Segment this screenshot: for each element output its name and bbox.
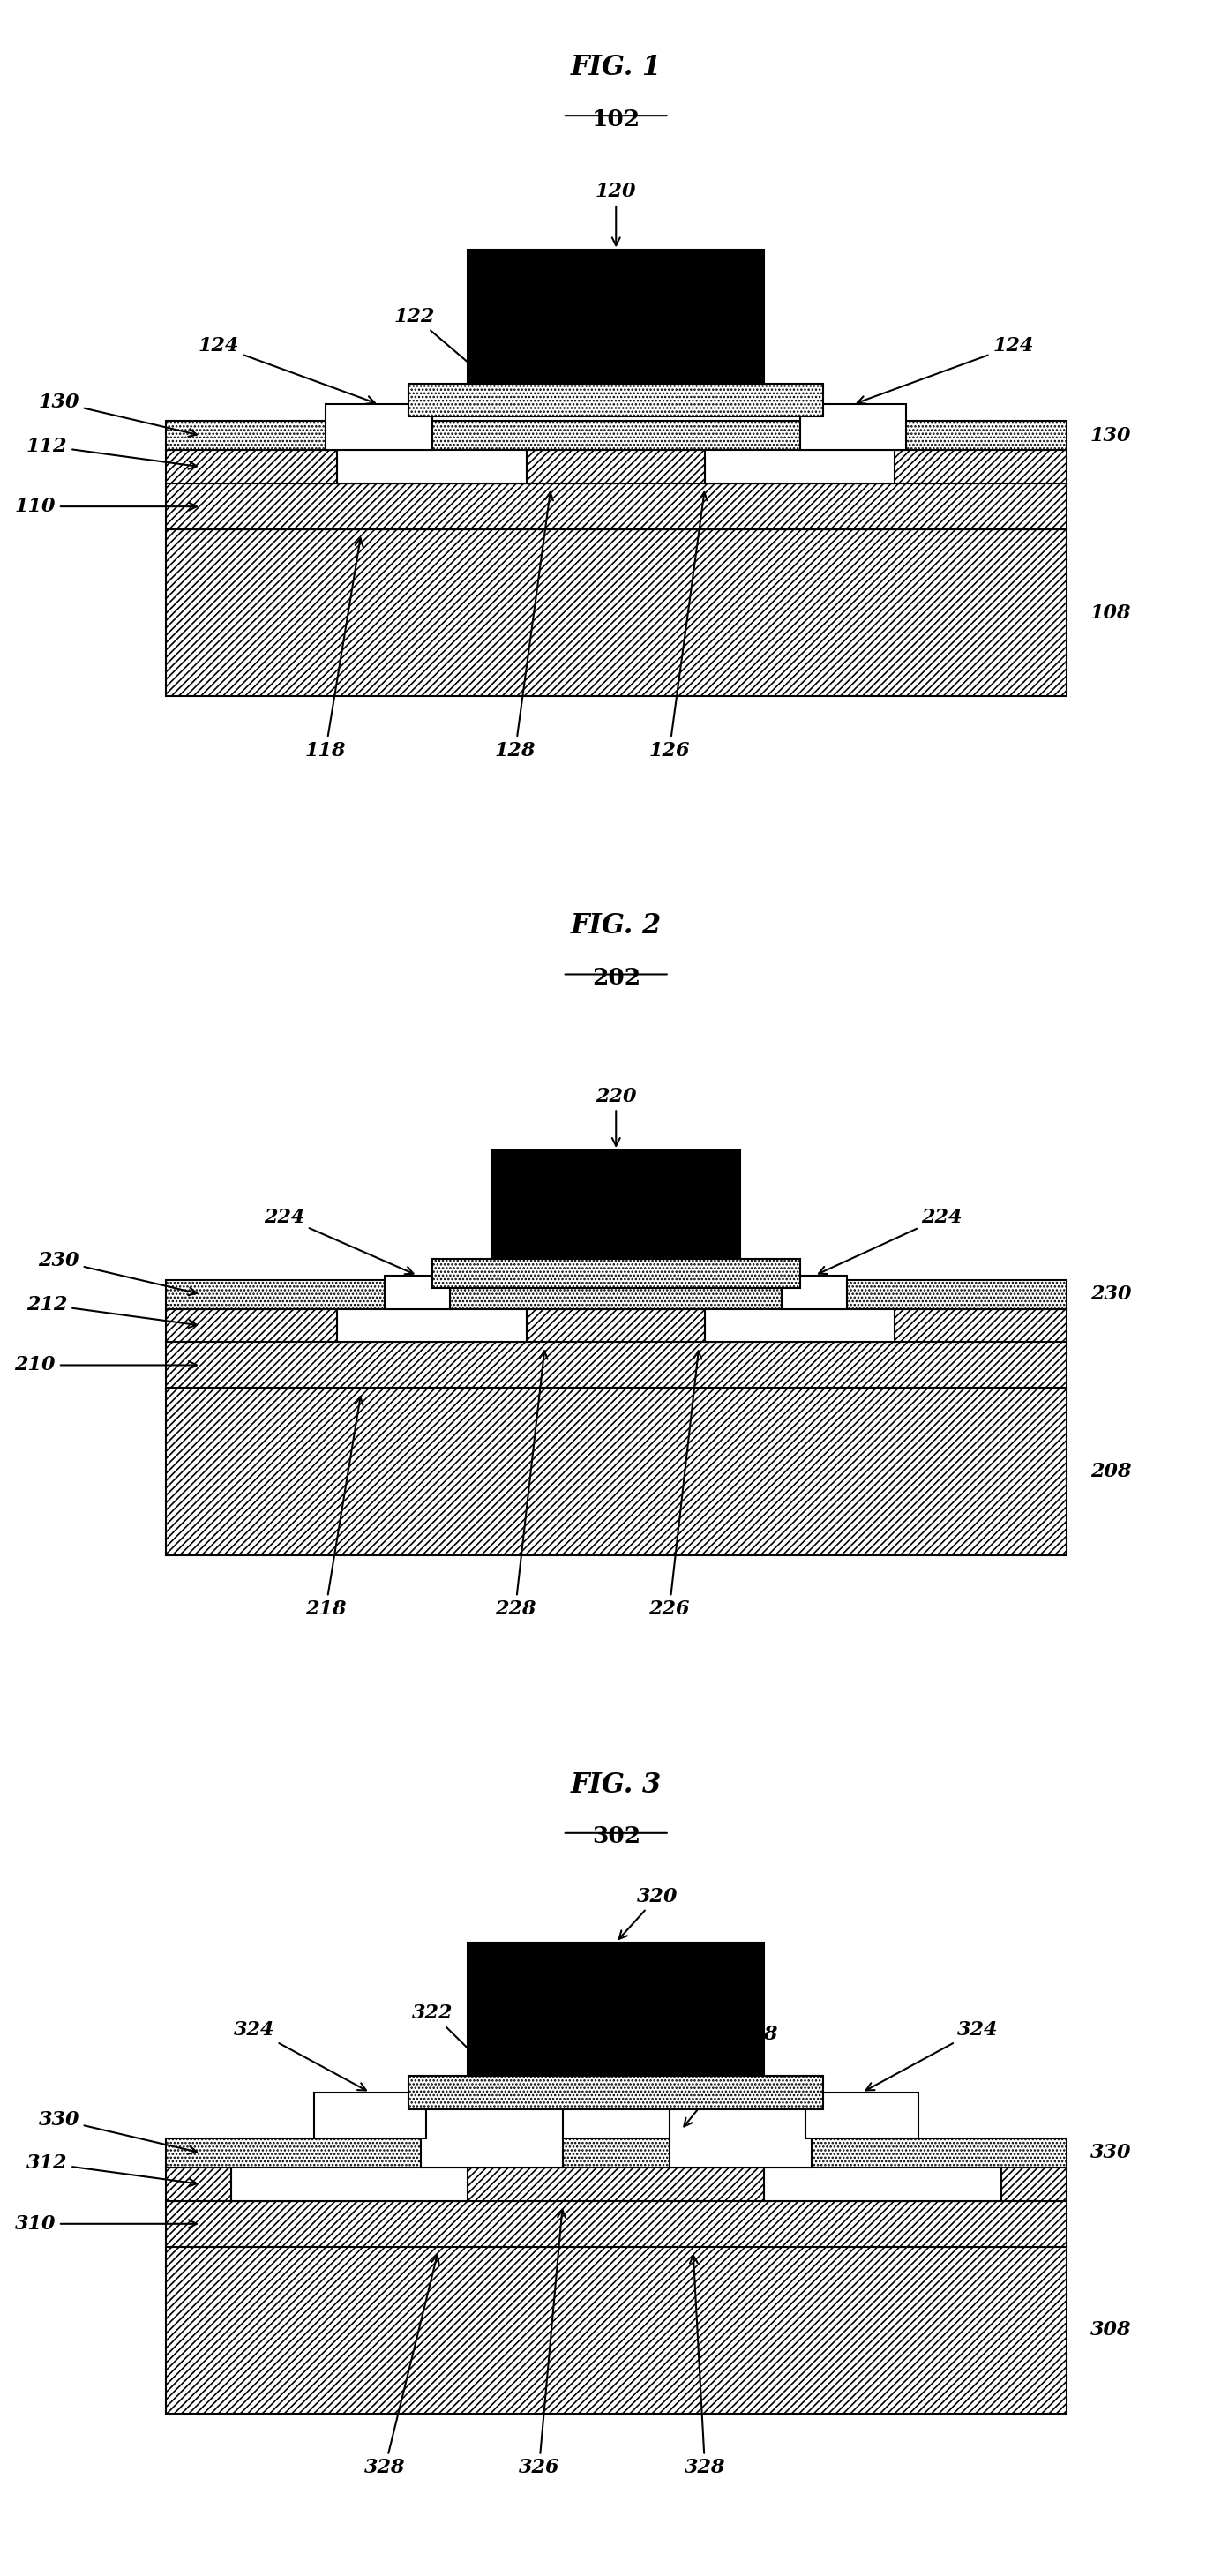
Bar bbox=[166, 531, 1066, 696]
Text: 124: 124 bbox=[198, 337, 375, 404]
Text: 102: 102 bbox=[592, 108, 640, 131]
Text: 124: 124 bbox=[857, 337, 1034, 404]
Bar bbox=[420, 2092, 563, 2166]
Text: 130: 130 bbox=[38, 392, 197, 435]
Text: 126: 126 bbox=[648, 492, 707, 760]
Text: 324: 324 bbox=[866, 2020, 998, 2089]
Bar bbox=[432, 1260, 800, 1288]
Bar bbox=[669, 2092, 812, 2166]
Text: 118: 118 bbox=[305, 538, 363, 760]
Text: 228: 228 bbox=[495, 1350, 547, 1618]
Text: 122: 122 bbox=[394, 307, 509, 397]
Text: 302: 302 bbox=[592, 1826, 640, 1847]
Bar bbox=[409, 384, 823, 417]
Bar bbox=[166, 1342, 1066, 1388]
Text: 110: 110 bbox=[15, 497, 197, 515]
Bar bbox=[337, 1309, 527, 1342]
Text: 320: 320 bbox=[619, 1886, 678, 1940]
Bar bbox=[166, 2246, 1066, 2414]
Text: 208: 208 bbox=[1090, 1461, 1131, 1481]
Text: 310: 310 bbox=[15, 2215, 197, 2233]
Text: 328: 328 bbox=[364, 2257, 440, 2478]
Bar bbox=[231, 2166, 468, 2200]
Bar bbox=[166, 484, 1066, 531]
Bar bbox=[166, 2200, 1066, 2246]
Text: 230: 230 bbox=[38, 1252, 197, 1296]
Text: 130: 130 bbox=[1090, 425, 1131, 446]
Text: 218: 218 bbox=[305, 1396, 363, 1618]
Bar bbox=[314, 2092, 426, 2138]
Bar bbox=[468, 250, 764, 384]
Bar bbox=[468, 1942, 764, 2076]
Text: 112: 112 bbox=[27, 435, 197, 469]
Bar bbox=[764, 2166, 1001, 2200]
Bar bbox=[409, 2076, 823, 2110]
Text: 318: 318 bbox=[684, 2025, 779, 2125]
Bar bbox=[166, 420, 1066, 451]
Bar bbox=[166, 1309, 1066, 1342]
Text: 322: 322 bbox=[411, 2004, 509, 2089]
Text: 330: 330 bbox=[1090, 2143, 1131, 2164]
Text: 220: 220 bbox=[596, 1087, 636, 1146]
Text: 224: 224 bbox=[529, 1195, 713, 1273]
Text: 326: 326 bbox=[519, 2210, 565, 2478]
Bar bbox=[800, 404, 906, 451]
Text: 210: 210 bbox=[15, 1355, 197, 1376]
Text: 224: 224 bbox=[819, 1208, 962, 1275]
Bar bbox=[337, 451, 527, 484]
Bar bbox=[166, 1388, 1066, 1556]
Bar bbox=[492, 1151, 740, 1260]
Bar bbox=[166, 2166, 1066, 2200]
Text: 202: 202 bbox=[592, 966, 640, 989]
Bar bbox=[705, 1309, 895, 1342]
Text: 108: 108 bbox=[1090, 603, 1131, 623]
Text: 212: 212 bbox=[27, 1296, 197, 1327]
Bar bbox=[166, 1280, 1066, 1309]
Bar bbox=[166, 2138, 1066, 2166]
Bar bbox=[806, 2092, 918, 2138]
Text: FIG. 3: FIG. 3 bbox=[570, 1772, 662, 1798]
Text: 120: 120 bbox=[596, 183, 636, 245]
Text: 330: 330 bbox=[38, 2110, 197, 2154]
Bar bbox=[705, 451, 895, 484]
Text: 226: 226 bbox=[648, 1350, 702, 1618]
Bar bbox=[166, 451, 1066, 484]
Text: 128: 128 bbox=[495, 492, 553, 760]
Bar bbox=[326, 404, 432, 451]
Text: 328: 328 bbox=[685, 2257, 725, 2478]
Text: FIG. 1: FIG. 1 bbox=[570, 54, 662, 82]
Text: 324: 324 bbox=[234, 2020, 366, 2089]
Bar bbox=[781, 1275, 847, 1309]
Bar bbox=[385, 1275, 451, 1309]
Text: 308: 308 bbox=[1090, 2321, 1131, 2339]
Text: FIG. 2: FIG. 2 bbox=[570, 912, 662, 940]
Text: 230: 230 bbox=[1090, 1285, 1131, 1303]
Text: 224: 224 bbox=[264, 1208, 414, 1275]
Text: 312: 312 bbox=[27, 2154, 197, 2187]
